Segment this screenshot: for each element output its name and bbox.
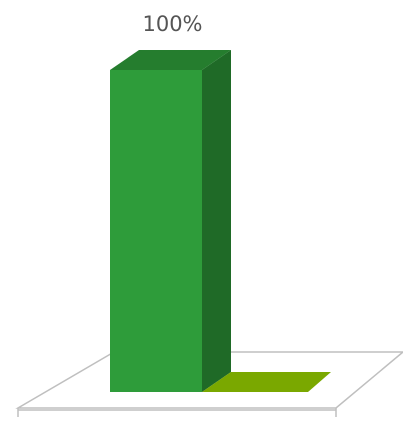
bar-0-top-face bbox=[110, 50, 231, 70]
bar-1-top-face bbox=[202, 372, 331, 392]
bar-0-side-face bbox=[202, 50, 231, 392]
data-label-0: 100% bbox=[142, 12, 202, 36]
bar-0-front-face bbox=[110, 70, 202, 392]
